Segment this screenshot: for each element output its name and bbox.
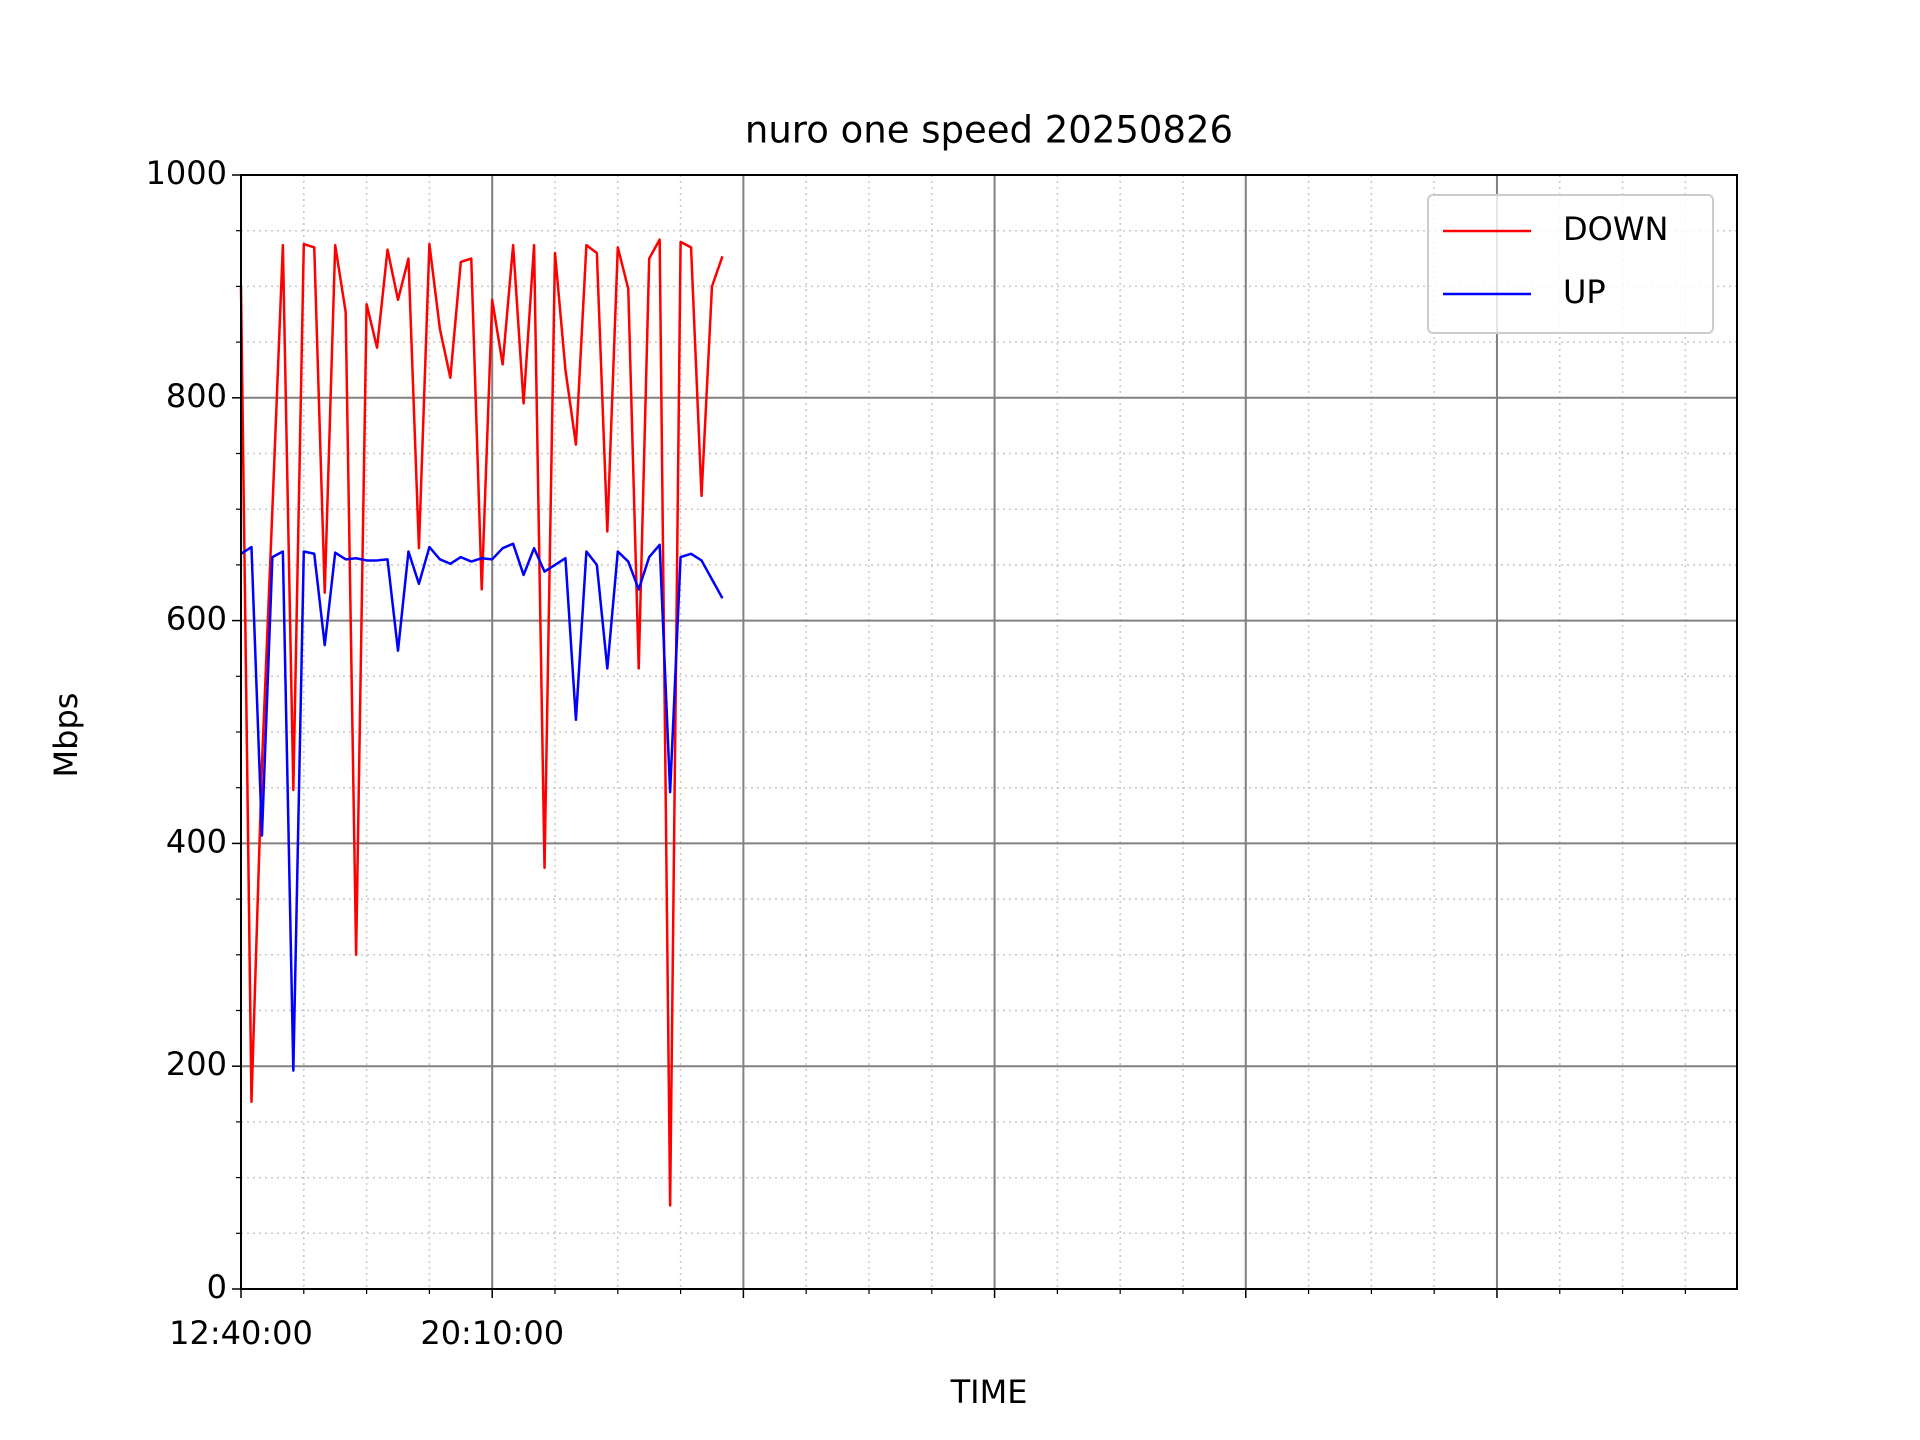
chart-title: nuro one speed 20250826 [745,109,1233,152]
y-tick-label: 400 [166,822,227,860]
x-tick-label: 20:10:00 [420,1314,564,1352]
y-tick-label: 600 [166,600,227,638]
y-tick-label: 800 [166,377,227,415]
data-line [239,238,724,1207]
x-tick-label: 12:40:00 [169,1314,313,1352]
x-axis-label: TIME [950,1373,1028,1411]
legend-box [1427,194,1714,334]
y-tick-label: 0 [207,1268,227,1306]
y-tick-label: 1000 [146,154,227,192]
data-line [240,542,724,1072]
legend-label: UP [1563,273,1606,311]
axes-frame [240,174,1738,1290]
legend-label: DOWN [1563,210,1668,248]
y-tick-label: 200 [166,1045,227,1083]
y-axis-label: Mbps [47,693,85,778]
